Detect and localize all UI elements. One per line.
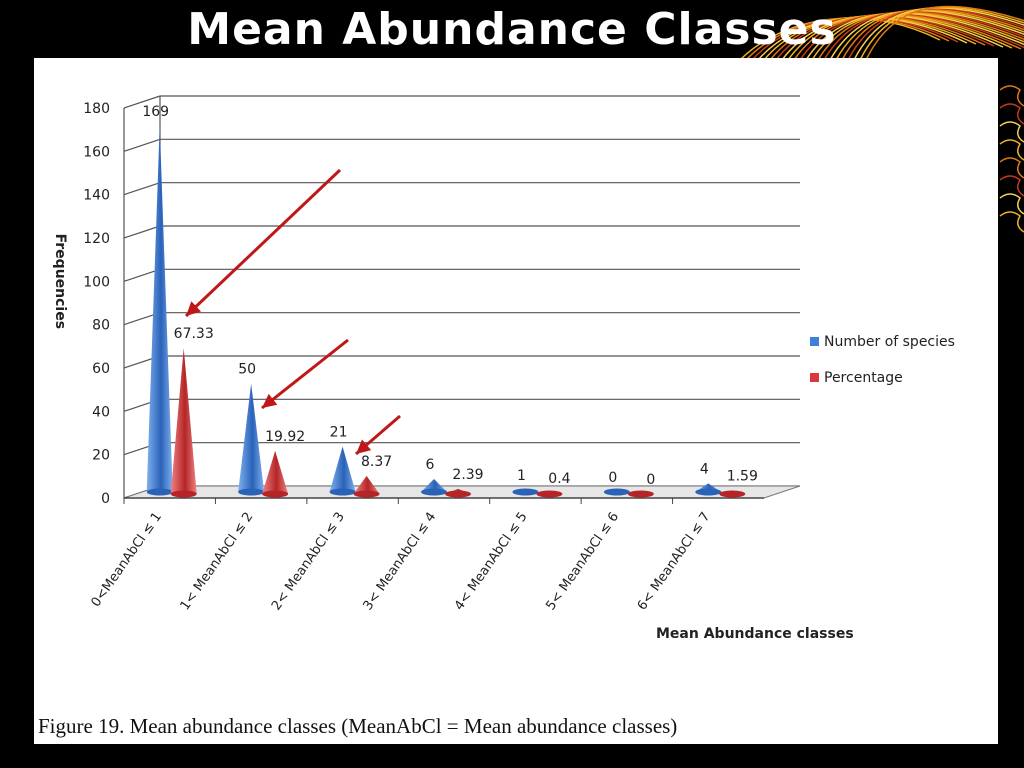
data-label-species: 4: [700, 461, 709, 477]
cone-number-of-species: [146, 125, 173, 492]
cone-base: [146, 488, 173, 496]
data-label-percentage: 19.92: [265, 429, 305, 445]
cone-base: [603, 488, 630, 496]
annotation-arrow-head: [186, 301, 201, 316]
cone-base: [536, 490, 563, 498]
flame-line: [999, 157, 1024, 179]
y-tick-label: 60: [92, 361, 110, 377]
x-axis-title: Mean Abundance classes: [656, 626, 854, 642]
x-tick-label: 6< MeanAbCl ≤ 7: [635, 510, 714, 614]
annotation-arrow: [184, 168, 342, 318]
slide-title: Mean Abundance Classes: [187, 4, 837, 55]
y-tick-label: 120: [83, 231, 110, 247]
flame-line: [859, 6, 1024, 61]
flame-line: [999, 211, 1024, 233]
grid-line-depth: [123, 225, 161, 239]
x-tick-label: 3< MeanAbCl ≤ 4: [360, 510, 439, 614]
annotation-arrow: [261, 338, 349, 410]
data-label-species: 50: [238, 362, 256, 378]
y-tick-label: 40: [92, 404, 110, 420]
y-tick-label: 160: [83, 144, 110, 160]
cone-percentage: [262, 450, 289, 494]
x-tick-label: 4< MeanAbCl ≤ 5: [452, 510, 531, 614]
y-tick-label: 20: [92, 448, 110, 464]
y-tick-label: 100: [83, 274, 110, 290]
grid-line-depth: [123, 182, 161, 196]
cone-number-of-species: [421, 479, 447, 492]
data-label-percentage: 1.59: [727, 469, 758, 485]
flame-line: [865, 5, 1024, 61]
flame-line: [999, 103, 1024, 125]
data-label-percentage: 2.39: [452, 467, 483, 483]
x-tick-label: 1< MeanAbCl ≤ 2: [178, 510, 257, 614]
legend-label: Number of species: [824, 334, 955, 350]
data-label-percentage: 67.33: [174, 326, 214, 342]
y-tick-label: 180: [83, 101, 110, 117]
figure-caption: Figure 19. Mean abundance classes (MeanA…: [38, 714, 678, 738]
cone-base: [170, 490, 197, 498]
cone-base: [445, 490, 471, 498]
grid-line-depth: [123, 268, 161, 282]
annotation-arrow-head: [262, 393, 278, 408]
data-label-percentage: 8.37: [361, 454, 392, 470]
annotation-arrow-head: [356, 439, 372, 454]
flame-line: [841, 8, 1024, 61]
cone-base: [329, 488, 356, 496]
data-label-species: 21: [330, 425, 348, 441]
cone-base: [353, 490, 380, 498]
flame-line: [999, 193, 1024, 215]
x-tick-label: 5< MeanAbCl ≤ 6: [543, 510, 622, 614]
cone-base: [627, 490, 654, 498]
legend-swatch-percentage: [810, 373, 819, 382]
cone-percentage: [353, 475, 380, 494]
cone-base: [695, 488, 722, 496]
flame-line: [999, 139, 1024, 161]
cone-base: [421, 488, 447, 496]
x-tick-label: 2< MeanAbCl ≤ 3: [269, 510, 348, 614]
cone-base: [262, 490, 289, 498]
legend-label: Percentage: [824, 370, 903, 386]
data-label-species: 6: [426, 457, 435, 473]
cone-base: [238, 488, 265, 496]
y-tick-label: 0: [101, 491, 110, 507]
cone-number-of-species: [329, 446, 356, 492]
flame-line: [999, 85, 1024, 107]
flame-line: [999, 121, 1024, 143]
data-label-percentage: 0.4: [548, 471, 570, 487]
data-label-species: 169: [142, 104, 169, 120]
cone-base: [512, 488, 539, 496]
x-tick-label: 0<MeanAbCl ≤ 1: [89, 510, 165, 610]
cone-percentage: [170, 348, 197, 494]
grid-line-depth: [123, 95, 161, 109]
y-tick-label: 140: [83, 188, 110, 204]
flame-line: [999, 175, 1024, 197]
data-label-percentage: 0: [646, 472, 655, 488]
y-tick-label: 80: [92, 318, 110, 334]
cone-number-of-species: [238, 383, 265, 492]
flame-line: [853, 7, 1024, 61]
grid-line-depth: [123, 138, 161, 152]
data-label-species: 0: [608, 470, 617, 486]
legend-swatch-species: [810, 337, 819, 346]
cone-base: [719, 490, 746, 498]
y-axis-title: Frequencies: [52, 234, 68, 329]
figure-panel: 0 20 40 60 80 100 120 140 160 180 169 67.33 0<MeanAb…: [34, 58, 998, 744]
data-label-species: 1: [517, 468, 526, 484]
flame-line: [847, 8, 1024, 61]
